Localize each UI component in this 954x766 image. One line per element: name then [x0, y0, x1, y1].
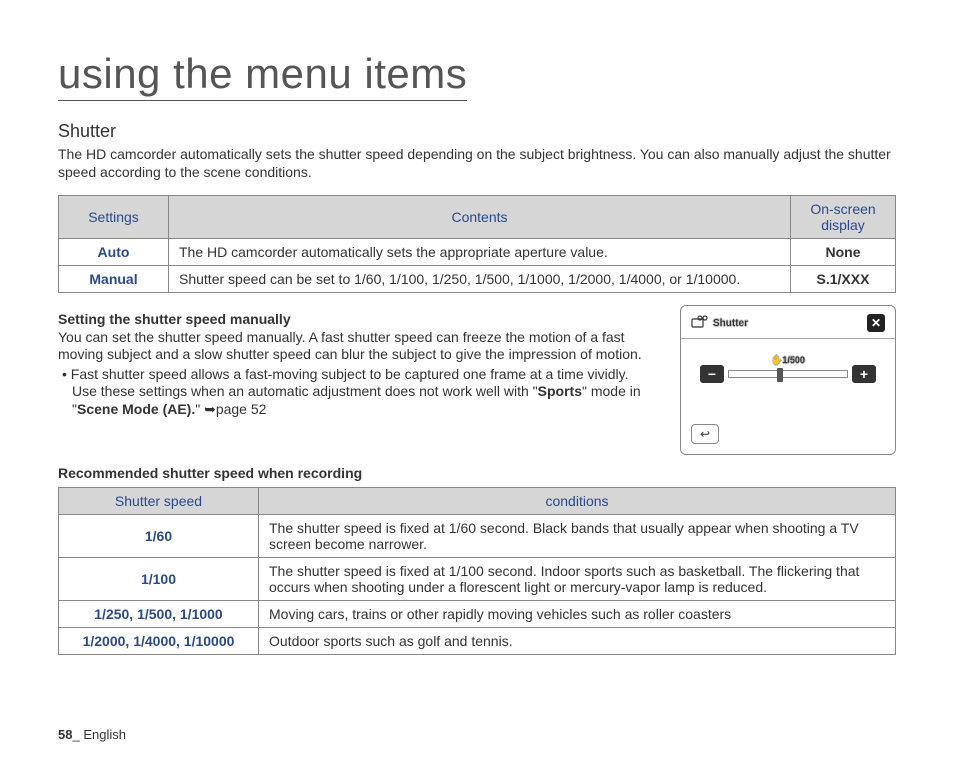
panel-title-text: Shutter	[713, 318, 748, 329]
cell-cond: The shutter speed is fixed at 1/60 secon…	[259, 515, 896, 558]
page-ref: " ➥page 52	[195, 401, 266, 417]
page-title: using the menu items	[58, 50, 467, 101]
cell-content: The HD camcorder automatically sets the …	[169, 239, 791, 266]
footer-sep: _	[72, 727, 83, 742]
cell-speed: 1/60	[59, 515, 259, 558]
bullet-fast: Fast shutter speed allows a fast-moving …	[58, 366, 666, 384]
th-speed: Shutter speed	[59, 488, 259, 515]
cell-setting: Auto	[59, 239, 169, 266]
camcorder-icon	[691, 315, 709, 332]
cell-osd: None	[791, 239, 896, 266]
slider-thumb[interactable]	[777, 368, 783, 382]
manual-p1: You can set the shutter speed manually. …	[58, 329, 666, 364]
section-heading: Shutter	[58, 121, 896, 142]
th-settings: Settings	[59, 196, 169, 239]
page-footer: 58_ English	[58, 727, 126, 742]
txt: Use these settings when an automatic adj…	[72, 383, 538, 399]
th-contents: Contents	[169, 196, 791, 239]
cell-speed: 1/2000, 1/4000, 1/10000	[59, 628, 259, 655]
hand-icon: ✋	[771, 355, 782, 365]
slider-value-text: 1/500	[782, 355, 805, 365]
th-cond: conditions	[259, 488, 896, 515]
minus-button[interactable]: −	[700, 365, 724, 383]
cell-content: Shutter speed can be set to 1/60, 1/100,…	[169, 266, 791, 293]
slider-value: ✋1/500	[729, 355, 847, 366]
cell-osd: S.1/XXX	[791, 266, 896, 293]
cell-cond: Outdoor sports such as golf and tennis.	[259, 628, 896, 655]
cell-cond: The shutter speed is fixed at 1/100 seco…	[259, 558, 896, 601]
cell-setting: Manual	[59, 266, 169, 293]
plus-button[interactable]: +	[852, 365, 876, 383]
bullet-use: Use these settings when an automatic adj…	[58, 383, 666, 418]
cell-cond: Moving cars, trains or other rapidly mov…	[259, 601, 896, 628]
settings-table: Settings Contents On-screen display Auto…	[58, 195, 896, 293]
bold-sports: Sports	[538, 383, 582, 399]
footer-lang: English	[83, 727, 126, 742]
th-osd: On-screen display	[791, 196, 896, 239]
shutter-panel: Shutter ✕ − ✋1/500 + ↩	[680, 305, 896, 455]
bold-scene: Scene Mode (AE).	[77, 401, 195, 417]
recommend-table: Shutter speed conditions 1/60 The shutte…	[58, 487, 896, 655]
cell-speed: 1/100	[59, 558, 259, 601]
recommend-heading: Recommended shutter speed when recording	[58, 465, 896, 481]
page-number: 58	[58, 727, 72, 742]
manual-heading: Setting the shutter speed manually	[58, 311, 666, 329]
manual-text: Setting the shutter speed manually You c…	[58, 305, 666, 455]
panel-title: Shutter	[691, 315, 748, 332]
back-button[interactable]: ↩	[691, 424, 719, 444]
cell-speed: 1/250, 1/500, 1/1000	[59, 601, 259, 628]
intro-text: The HD camcorder automatically sets the …	[58, 146, 896, 181]
close-button[interactable]: ✕	[867, 314, 885, 332]
slider-track[interactable]: ✋1/500	[728, 370, 848, 378]
